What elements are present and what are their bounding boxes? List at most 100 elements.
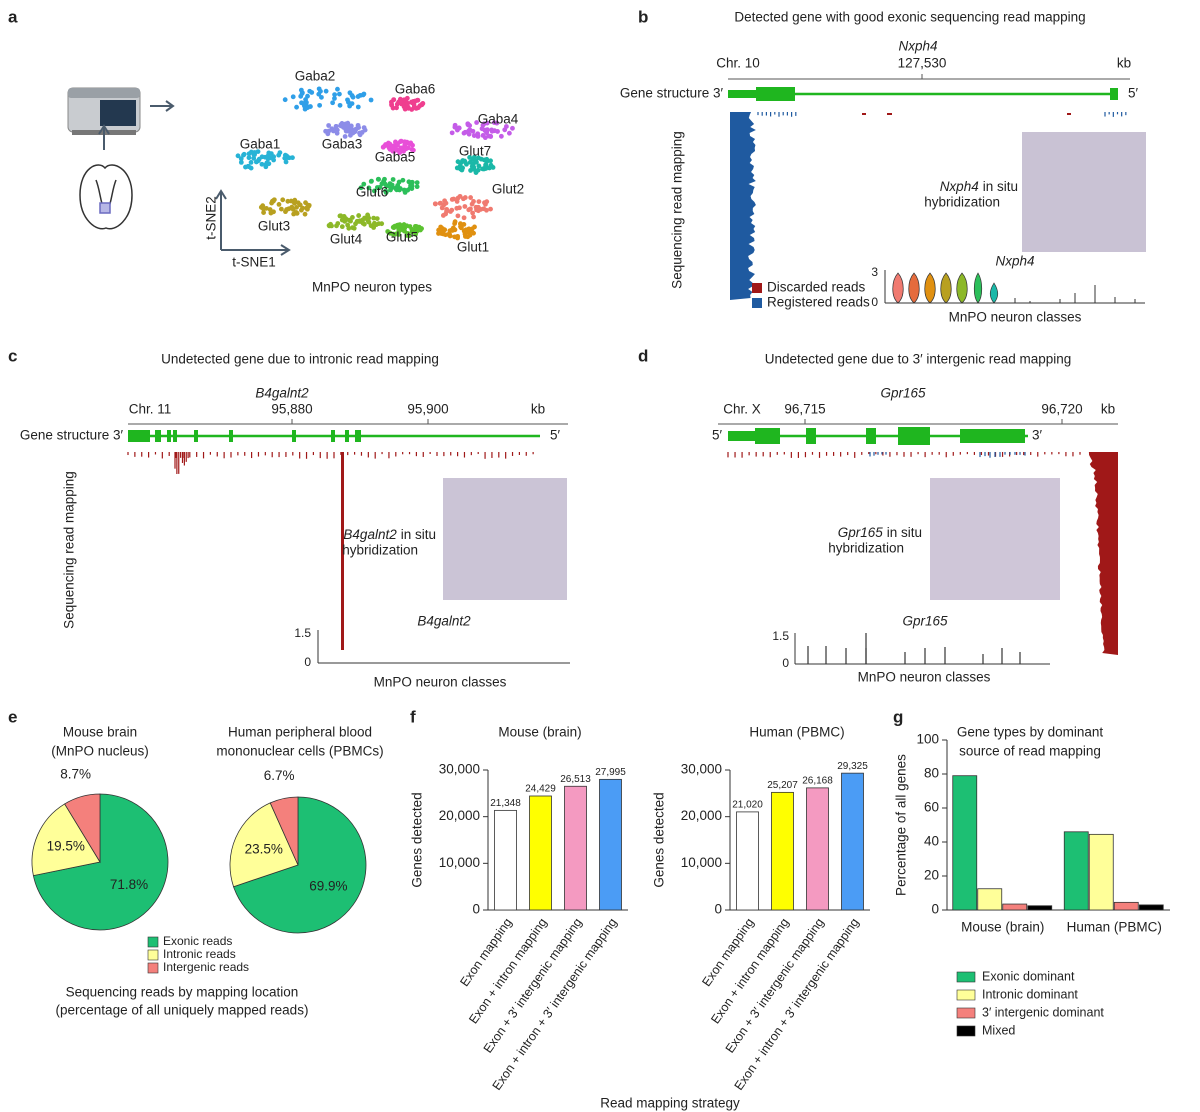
legend-label: Intronic reads xyxy=(163,947,236,961)
gene-structure-label: Gene structure 3′ xyxy=(620,86,724,101)
cell-dot xyxy=(454,205,460,211)
cell-dot xyxy=(316,86,322,92)
axis-label: Read mapping strategy xyxy=(600,1096,740,1111)
cell-dot xyxy=(455,213,461,219)
bar xyxy=(1138,904,1164,911)
cell-dot xyxy=(489,127,494,133)
bar xyxy=(1063,831,1089,911)
cell-dot xyxy=(455,195,461,201)
exon xyxy=(331,430,335,442)
cell-dot xyxy=(309,90,315,95)
ish-text: hybridization xyxy=(828,541,904,556)
cell-dot xyxy=(306,202,312,208)
gene-structure-label: Gene structure 3′ xyxy=(20,428,124,443)
cell-dot xyxy=(283,159,289,165)
panel-label: f xyxy=(410,707,416,726)
cell-dot xyxy=(404,95,410,101)
pie-slice xyxy=(233,796,367,934)
cell-dot xyxy=(337,102,343,108)
end-label: 3′ xyxy=(1032,428,1043,443)
cell-dot xyxy=(252,152,257,158)
cell-dot xyxy=(360,220,366,226)
cell-dot xyxy=(471,214,476,220)
bar xyxy=(564,785,587,911)
cell-dot xyxy=(468,195,474,200)
value-label: 24,429 xyxy=(525,784,556,795)
cell-dot xyxy=(375,176,381,182)
y-tick-label: 20,000 xyxy=(681,808,722,823)
cell-dot xyxy=(476,155,481,161)
cell-dot xyxy=(471,230,476,236)
cell-dot xyxy=(480,166,485,172)
cell-dot xyxy=(462,129,468,135)
cell-dot xyxy=(326,123,332,128)
cell-dot xyxy=(282,97,288,103)
axis-label: Percentage of all genes xyxy=(894,754,909,896)
cell-dot xyxy=(355,122,361,128)
axis-label: MnPO neuron classes xyxy=(374,675,507,690)
cell-dot xyxy=(465,122,471,128)
cluster-label: Gaba6 xyxy=(395,82,436,97)
cell-dot xyxy=(368,178,374,184)
cell-dot xyxy=(401,187,407,193)
axis-label: MnPO neuron classes xyxy=(949,310,1082,325)
cell-dot xyxy=(394,101,400,107)
cell-dot xyxy=(345,97,350,103)
cell-dot xyxy=(355,94,361,99)
cell-dot xyxy=(343,216,349,222)
cell-dot xyxy=(465,234,471,240)
value-label: 29,325 xyxy=(837,761,868,772)
axis-label: Sequencing read mapping xyxy=(62,471,77,629)
legend-swatch xyxy=(956,1025,976,1037)
coord-label: 127,530 xyxy=(898,56,947,71)
caption: (percentage of all uniquely mapped reads… xyxy=(56,1003,309,1018)
cell-dot xyxy=(365,214,371,220)
cell-dot xyxy=(361,91,367,97)
cell-dot xyxy=(342,134,348,139)
cell-dot xyxy=(238,156,244,162)
ish-label: Nxph4 in situ xyxy=(940,179,1018,194)
sequencer-icon xyxy=(67,87,175,150)
exon xyxy=(1110,88,1118,100)
cell-dot xyxy=(358,185,364,191)
cell-dot xyxy=(482,127,488,133)
cell-dot xyxy=(248,159,254,165)
cell-dot xyxy=(339,224,345,230)
cell-dot xyxy=(491,120,497,126)
cell-dot xyxy=(238,159,244,165)
gene-name: Gpr165 xyxy=(838,525,884,540)
value-label: 27,995 xyxy=(595,767,626,778)
cell-dot xyxy=(401,222,407,227)
cell-dot xyxy=(292,200,297,206)
value-label: 19.5% xyxy=(47,839,85,854)
cell-dot xyxy=(490,165,496,170)
plot-tick-label: 1.5 xyxy=(772,629,789,643)
cell-dot xyxy=(290,94,296,100)
cell-dot xyxy=(413,230,419,235)
cell-dot xyxy=(473,204,479,210)
axis-label: Sequencing read mapping xyxy=(670,131,685,289)
cell-dot xyxy=(439,205,445,211)
chrom-label: Chr. X xyxy=(723,402,761,417)
value-label: 71.8% xyxy=(110,877,148,892)
cell-dot xyxy=(271,157,277,163)
bar xyxy=(599,778,622,911)
bar xyxy=(1002,903,1028,911)
cell-dot xyxy=(468,206,473,212)
cell-dot xyxy=(246,164,252,170)
cell-dot xyxy=(388,187,393,193)
legend-swatch xyxy=(956,1007,976,1019)
cell-dot xyxy=(298,207,304,213)
cell-dot xyxy=(366,185,372,191)
cell-dot xyxy=(478,206,484,212)
cell-dot xyxy=(433,201,438,207)
cell-dot xyxy=(259,154,265,160)
cell-dot xyxy=(397,186,403,191)
cell-dot xyxy=(502,127,508,133)
cell-dot xyxy=(406,179,412,185)
violin xyxy=(892,272,904,304)
bar xyxy=(806,787,829,911)
cluster-label: Glut7 xyxy=(459,144,491,159)
start-label: 5′ xyxy=(712,428,723,443)
cluster-label: Glut5 xyxy=(386,230,418,245)
